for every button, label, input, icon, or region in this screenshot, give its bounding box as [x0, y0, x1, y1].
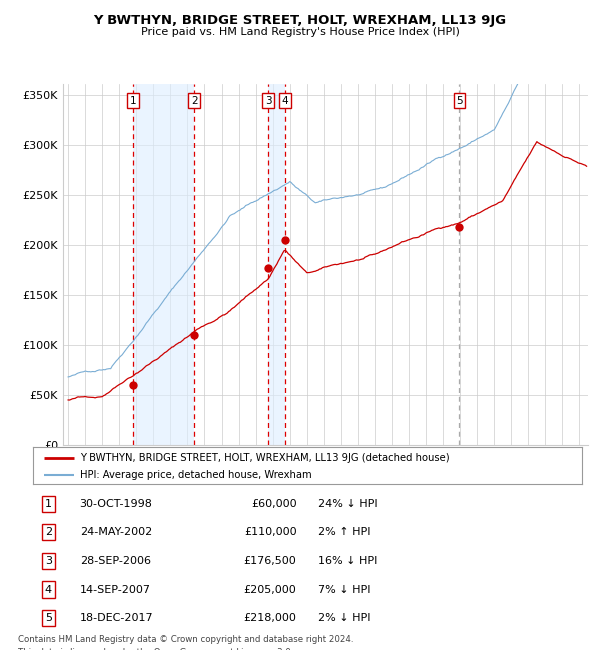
- Text: 5: 5: [456, 96, 463, 106]
- Text: £205,000: £205,000: [244, 584, 296, 595]
- Text: 2% ↑ HPI: 2% ↑ HPI: [319, 527, 371, 538]
- Text: 7% ↓ HPI: 7% ↓ HPI: [319, 584, 371, 595]
- Text: HPI: Average price, detached house, Wrexham: HPI: Average price, detached house, Wrex…: [80, 470, 311, 480]
- Text: 1: 1: [45, 499, 52, 509]
- Text: 28-SEP-2006: 28-SEP-2006: [80, 556, 151, 566]
- Text: 16% ↓ HPI: 16% ↓ HPI: [319, 556, 378, 566]
- Text: This data is licensed under the Open Government Licence v3.0.: This data is licensed under the Open Gov…: [18, 648, 293, 650]
- Text: 2: 2: [191, 96, 197, 106]
- Text: £218,000: £218,000: [244, 613, 296, 623]
- Text: Y BWTHYN, BRIDGE STREET, HOLT, WREXHAM, LL13 9JG (detached house): Y BWTHYN, BRIDGE STREET, HOLT, WREXHAM, …: [80, 452, 449, 463]
- Text: Y BWTHYN, BRIDGE STREET, HOLT, WREXHAM, LL13 9JG: Y BWTHYN, BRIDGE STREET, HOLT, WREXHAM, …: [94, 14, 506, 27]
- Text: 30-OCT-1998: 30-OCT-1998: [80, 499, 152, 509]
- Text: 14-SEP-2007: 14-SEP-2007: [80, 584, 151, 595]
- Bar: [268, 84, 284, 445]
- Text: £60,000: £60,000: [251, 499, 296, 509]
- Text: 3: 3: [45, 556, 52, 566]
- Text: 2: 2: [45, 527, 52, 538]
- Text: 5: 5: [45, 613, 52, 623]
- Text: £176,500: £176,500: [244, 556, 296, 566]
- Text: £110,000: £110,000: [244, 527, 296, 538]
- Text: Contains HM Land Registry data © Crown copyright and database right 2024.: Contains HM Land Registry data © Crown c…: [18, 635, 353, 644]
- Text: 18-DEC-2017: 18-DEC-2017: [80, 613, 153, 623]
- Bar: [133, 84, 194, 445]
- Text: 3: 3: [265, 96, 272, 106]
- Text: Price paid vs. HM Land Registry's House Price Index (HPI): Price paid vs. HM Land Registry's House …: [140, 27, 460, 37]
- Text: 4: 4: [281, 96, 288, 106]
- Text: 24% ↓ HPI: 24% ↓ HPI: [319, 499, 378, 509]
- Text: 24-MAY-2002: 24-MAY-2002: [80, 527, 152, 538]
- Text: 1: 1: [130, 96, 137, 106]
- Text: 4: 4: [45, 584, 52, 595]
- Text: 2% ↓ HPI: 2% ↓ HPI: [319, 613, 371, 623]
